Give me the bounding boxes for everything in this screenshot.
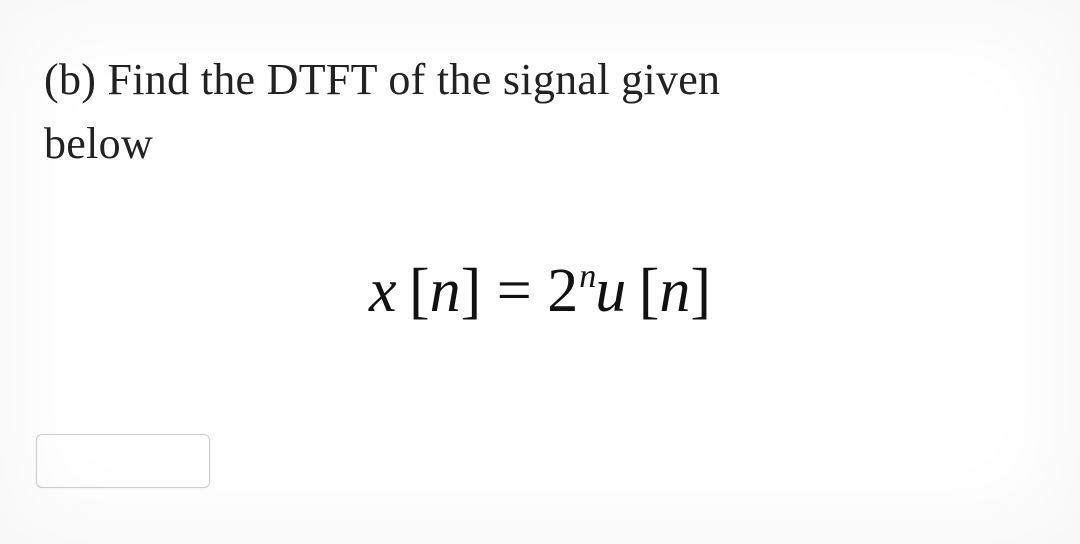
- question-line-1: (b) Find the DTFT of the signal given: [44, 55, 720, 104]
- rhs-var: u: [595, 257, 626, 325]
- question-text: (b) Find the DTFT of the signal given be…: [44, 48, 1036, 176]
- question-line-2: below: [44, 119, 153, 168]
- lhs-var: x: [369, 257, 397, 325]
- rhs-bracket-open: [: [639, 257, 660, 325]
- lhs-index-var: n: [430, 257, 461, 325]
- lhs-bracket-open: [: [409, 257, 430, 325]
- rhs-bracket-close: ]: [690, 257, 711, 325]
- page: (b) Find the DTFT of the signal given be…: [0, 0, 1080, 544]
- base: 2: [547, 257, 578, 325]
- lhs-bracket-close: ]: [461, 257, 482, 325]
- formula: x [n] = 2nu [n]: [44, 256, 1036, 327]
- rhs-index-var: n: [659, 257, 690, 325]
- exponent: n: [579, 258, 596, 295]
- equals-sign: =: [481, 257, 547, 325]
- answer-input[interactable]: [36, 434, 210, 488]
